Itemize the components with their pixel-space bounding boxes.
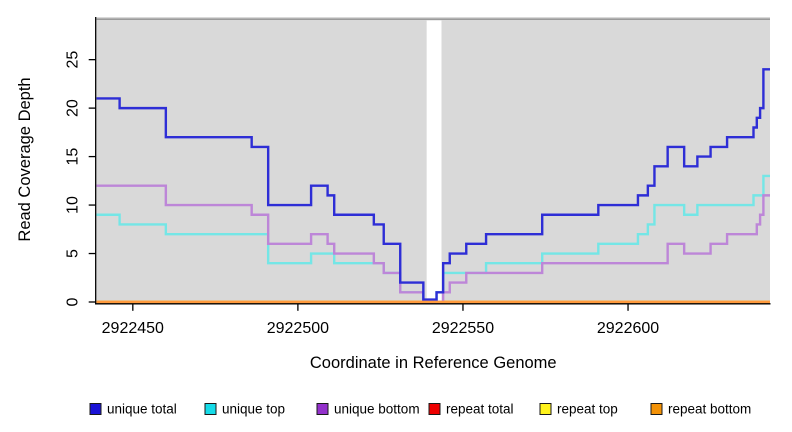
legend-label-repeat-top: repeat top [557,402,618,417]
x-tick-label-2922450: 2922450 [102,320,164,337]
legend-label-repeat-bottom: repeat bottom [668,402,751,417]
x-axis-title: Coordinate in Reference Genome [310,354,557,372]
legend-swatch-unique-top [204,403,217,415]
legend-label-unique-total: unique total [107,402,177,417]
y-axis-title: Read Coverage Depth [16,77,34,241]
legend-label-repeat-total: repeat total [446,402,514,417]
y-tick-label-25: 25 [65,51,82,69]
y-tick-label-20: 20 [65,99,82,117]
legend-label-unique-top: unique top [222,402,285,417]
x-tick-label-2922550: 2922550 [432,320,494,337]
y-tick-label-5: 5 [65,249,82,258]
y-tick-label-15: 15 [65,148,82,166]
series-line-unique-bottom [96,184,770,304]
legend-swatch-unique-bottom [316,403,329,415]
y-tick-label-0: 0 [65,297,82,306]
legend-swatch-unique-total [89,403,102,415]
x-tick-label-2922500: 2922500 [267,320,329,337]
coverage-gap-band [426,20,442,303]
series-line-unique-total [96,68,770,301]
x-tick-label-2922600: 2922600 [597,320,659,337]
legend-label-unique-bottom: unique bottom [334,402,420,417]
y-tick-label-10: 10 [65,196,82,214]
legend-swatch-repeat-bottom [650,403,663,415]
series-line-unique-top [96,174,770,304]
legend-swatch-repeat-top [539,403,552,415]
legend-swatch-repeat-total [428,403,441,415]
